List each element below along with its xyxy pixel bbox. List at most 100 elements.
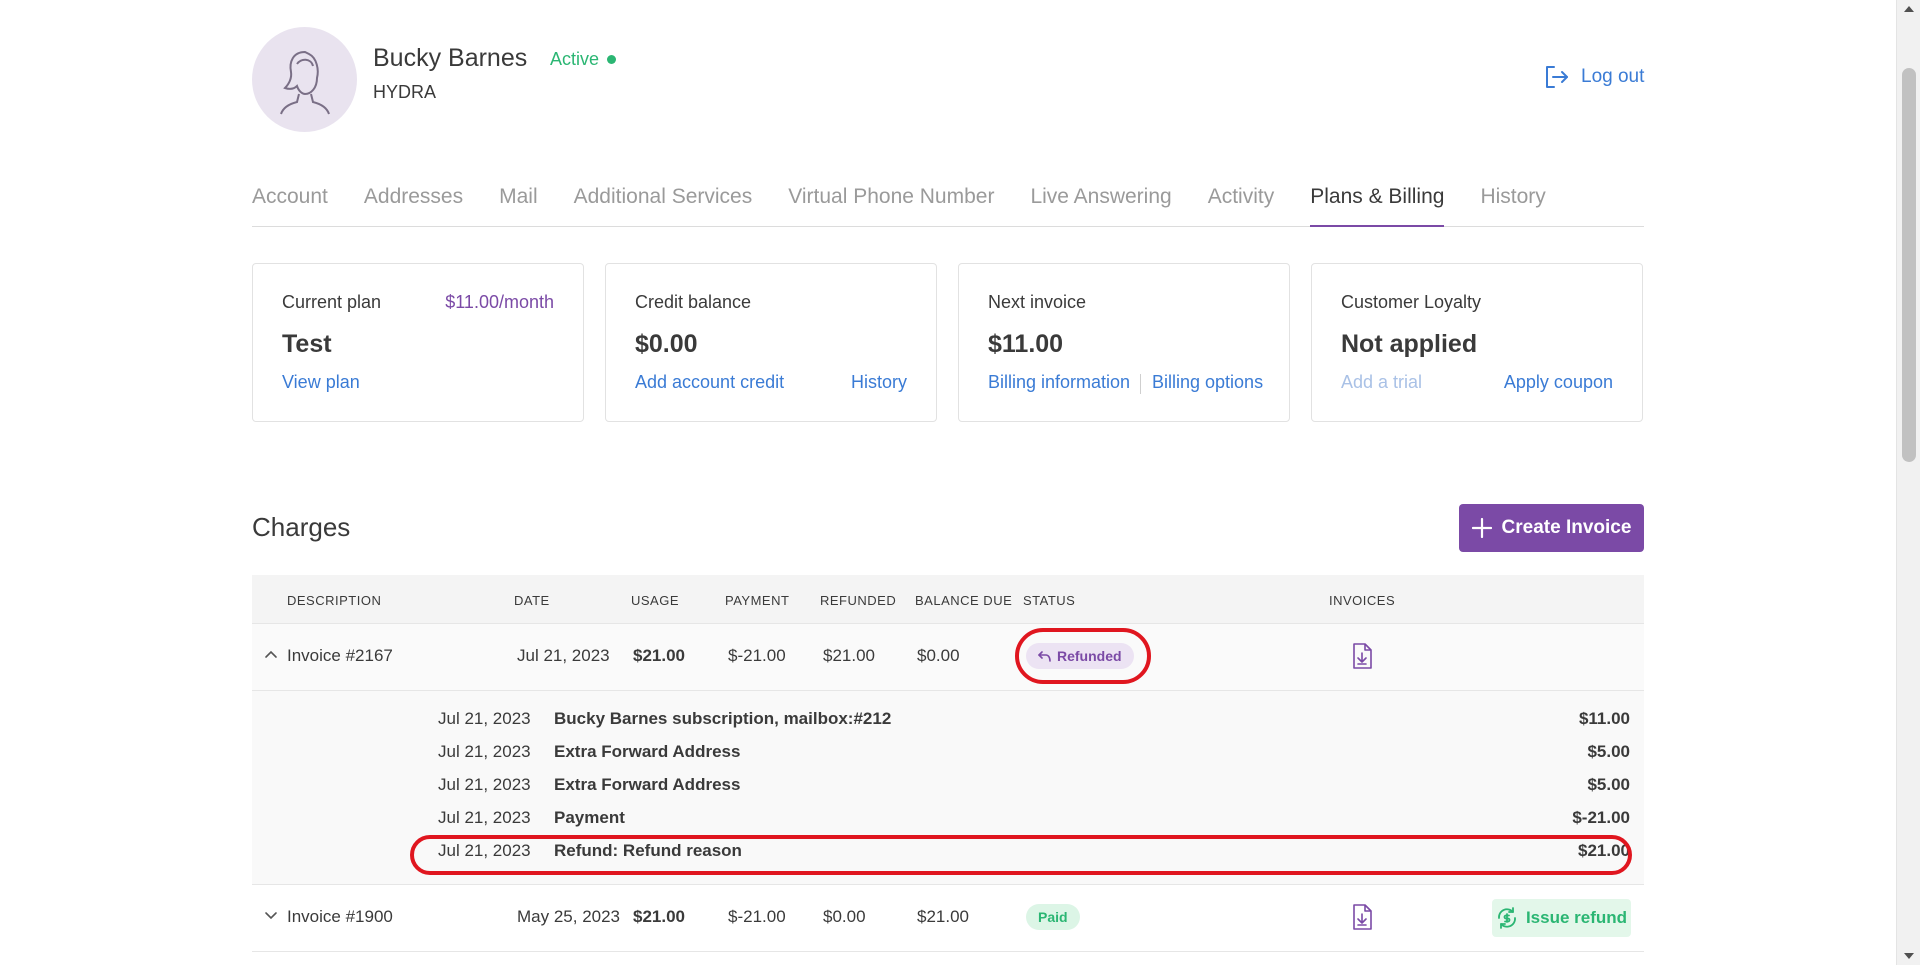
credit-balance-value: $0.00	[635, 330, 698, 358]
next-invoice-value: $11.00	[988, 330, 1064, 358]
tab-virtual-phone-number[interactable]: Virtual Phone Number	[788, 185, 995, 208]
tab-addresses[interactable]: Addresses	[363, 185, 464, 208]
issue-refund-button[interactable]: Issue refund	[1492, 899, 1631, 937]
plus-icon	[1471, 518, 1492, 538]
undo-icon	[1038, 651, 1051, 662]
current-plan-card: Current plan $11.00/month Test View plan	[252, 263, 584, 422]
status-badge: Refunded	[1026, 643, 1134, 669]
tab-plans-billing[interactable]: Plans & Billing	[1310, 185, 1445, 227]
add-trial-link[interactable]: Add a trial	[1341, 372, 1423, 392]
tab-mail[interactable]: Mail	[499, 185, 538, 208]
line-item-amount: $21.00	[1578, 841, 1630, 860]
line-item-description: Payment	[554, 808, 625, 827]
line-item-amount: $-21.00	[1572, 808, 1630, 827]
scroll-up-arrow-icon[interactable]	[1904, 6, 1914, 12]
scroll-thumb[interactable]	[1902, 68, 1916, 462]
line-item-amount: $5.00	[1587, 742, 1630, 761]
charges-table: DESCRIPTION DATE USAGE PAYMENT REFUNDED …	[252, 575, 1644, 952]
invoice-usage: $21.00	[633, 646, 685, 665]
user-org: HYDRA	[373, 82, 437, 102]
tab-account[interactable]: Account	[252, 185, 328, 208]
invoice-payment: $-21.00	[728, 907, 786, 926]
logout-link[interactable]: Log out	[1545, 66, 1644, 88]
vertical-scrollbar[interactable]	[1896, 0, 1920, 965]
line-item-date: Jul 21, 2023	[438, 709, 531, 728]
view-plan-link[interactable]: View plan	[282, 372, 360, 392]
line-item-amount: $11.00	[1578, 709, 1630, 728]
card-title: Next invoice	[988, 292, 1087, 312]
plan-price: $11.00/month	[445, 292, 554, 312]
column-header: DESCRIPTION	[287, 593, 382, 608]
link-divider	[1140, 374, 1141, 394]
line-item: Jul 21, 2023 Payment $-21.00	[252, 802, 1644, 835]
invoice-balance-due: $0.00	[917, 646, 960, 665]
invoice-date: Jul 21, 2023	[517, 646, 610, 665]
line-item-description: Refund: Refund reason	[554, 841, 742, 860]
column-header: USAGE	[631, 593, 680, 608]
tab-activity[interactable]: Activity	[1207, 185, 1275, 208]
credit-balance-card: Credit balance $0.00 Add account credit …	[605, 263, 937, 422]
column-header: BALANCE DUE	[915, 593, 1013, 608]
tab-additional-services[interactable]: Additional Services	[573, 185, 753, 208]
card-title: Credit balance	[635, 292, 752, 312]
invoice-refunded: $21.00	[823, 646, 875, 665]
status-label: Refunded	[1057, 648, 1122, 664]
invoice-balance-due: $21.00	[917, 907, 969, 926]
line-item-date: Jul 21, 2023	[438, 841, 531, 860]
create-invoice-label: Create Invoice	[1501, 517, 1632, 538]
avatar	[252, 27, 357, 132]
line-item-date: Jul 21, 2023	[438, 775, 531, 794]
invoice-description: Invoice #1900	[287, 907, 393, 926]
add-account-credit-link[interactable]: Add account credit	[635, 372, 785, 392]
chevron-down-icon[interactable]	[264, 908, 278, 922]
line-item-date: Jul 21, 2023	[438, 742, 531, 761]
credit-history-link[interactable]: History	[850, 372, 907, 392]
line-item-description: Extra Forward Address	[554, 742, 741, 761]
user-status: Active	[550, 49, 600, 69]
status-dot	[607, 55, 616, 64]
line-item: Jul 21, 2023 Bucky Barnes subscription, …	[252, 703, 1644, 736]
scroll-down-arrow-icon[interactable]	[1904, 953, 1914, 959]
column-header: STATUS	[1023, 593, 1076, 608]
card-title: Current plan	[282, 292, 382, 312]
column-header: REFUNDED	[820, 593, 897, 608]
line-item-description: Extra Forward Address	[554, 775, 741, 794]
status-label: Paid	[1038, 909, 1068, 925]
next-invoice-card: Next invoice $11.00 Billing information …	[958, 263, 1290, 422]
column-header: INVOICES	[1329, 593, 1396, 608]
billing-information-link[interactable]: Billing information	[988, 372, 1131, 392]
invoice-usage: $21.00	[633, 907, 685, 926]
invoice-download-icon[interactable]	[1352, 904, 1372, 930]
apply-coupon-link[interactable]: Apply coupon	[1503, 372, 1613, 392]
line-item: Jul 21, 2023 Extra Forward Address $5.00	[252, 769, 1644, 802]
table-header: DESCRIPTION DATE USAGE PAYMENT REFUNDED …	[252, 575, 1644, 624]
invoice-refunded: $0.00	[823, 907, 866, 926]
line-item-date: Jul 21, 2023	[438, 808, 531, 827]
invoice-date: May 25, 2023	[517, 907, 621, 926]
logout-icon	[1546, 66, 1568, 88]
line-item-description: Bucky Barnes subscription, mailbox:#212	[554, 709, 892, 728]
logout-label: Log out	[1581, 66, 1645, 87]
column-header: PAYMENT	[725, 593, 790, 608]
chevron-up-icon[interactable]	[264, 647, 278, 661]
column-header: DATE	[514, 593, 550, 608]
customer-loyalty-card: Customer Loyalty Not applied Add a trial…	[1311, 263, 1643, 422]
line-item-amount: $5.00	[1587, 775, 1630, 794]
tab-bar: Account Addresses Mail Additional Servic…	[252, 185, 1644, 227]
line-item: Jul 21, 2023 Extra Forward Address $5.00	[252, 736, 1644, 769]
invoice-download-icon[interactable]	[1352, 643, 1372, 669]
tab-live-answering[interactable]: Live Answering	[1030, 185, 1172, 208]
table-row[interactable]: Invoice #2167 Jul 21, 2023 $21.00 $-21.0…	[252, 624, 1644, 691]
charges-title: Charges	[252, 512, 351, 542]
issue-refund-label: Issue refund	[1525, 908, 1628, 927]
invoice-line-items: Jul 21, 2023 Bucky Barnes subscription, …	[252, 691, 1644, 885]
table-row[interactable]: Invoice #1900 May 25, 2023 $21.00 $-21.0…	[252, 885, 1644, 952]
plan-name: Test	[282, 330, 332, 358]
billing-options-link[interactable]: Billing options	[1152, 372, 1264, 392]
loyalty-value: Not applied	[1341, 330, 1478, 358]
create-invoice-button[interactable]: Create Invoice	[1459, 504, 1644, 552]
tab-history[interactable]: History	[1480, 185, 1546, 208]
invoice-payment: $-21.00	[728, 646, 786, 665]
avatar-silhouette-icon	[279, 50, 330, 114]
